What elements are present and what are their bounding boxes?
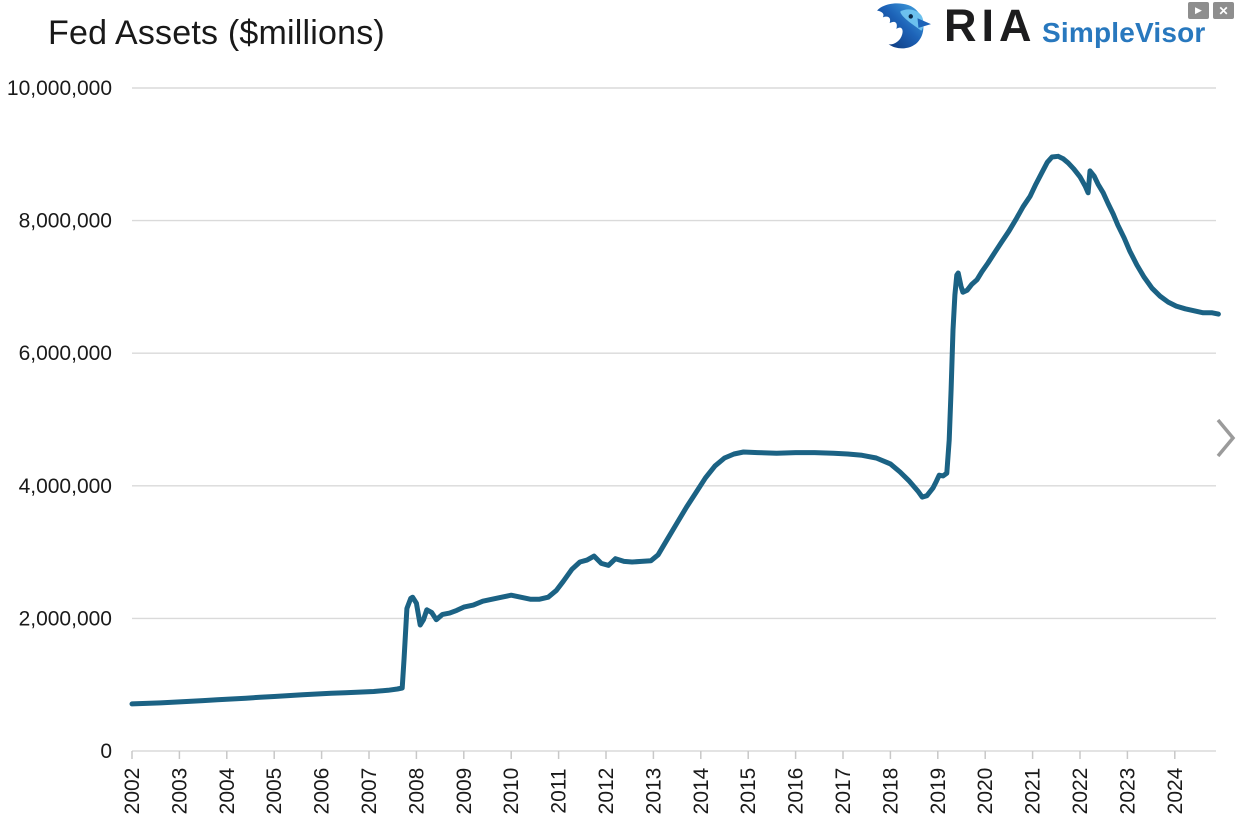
x-axis-label: 2022 [1069, 768, 1092, 815]
x-axis-label: 2020 [974, 768, 997, 815]
ria-eagle-icon [877, 3, 931, 49]
close-button[interactable]: ✕ [1213, 2, 1234, 19]
play-icon: ▶ [1195, 5, 1202, 15]
x-axis-label: 2004 [216, 767, 239, 814]
logo-brand-text: RIA [944, 0, 1037, 51]
next-arrow-button[interactable] [1213, 414, 1238, 462]
x-axis-label: 2008 [405, 768, 428, 815]
x-axis-label: 2010 [500, 768, 523, 815]
y-axis-label: 8,000,000 [19, 210, 112, 233]
chevron-right-icon [1216, 418, 1236, 458]
x-axis-label: 2024 [1164, 767, 1187, 814]
x-axis-label: 2006 [311, 768, 334, 815]
x-axis-label: 2016 [785, 768, 808, 815]
close-icon: ✕ [1218, 3, 1229, 18]
x-axis-label: 2015 [737, 768, 760, 815]
x-axis-label: 2014 [690, 767, 713, 814]
x-axis-label: 2012 [595, 768, 618, 815]
x-axis-label: 2002 [121, 768, 144, 815]
y-axis-label: 10,000,000 [7, 77, 112, 100]
x-axis-label: 2007 [358, 768, 381, 815]
y-axis-label: 4,000,000 [19, 475, 112, 498]
y-axis-label: 6,000,000 [19, 342, 112, 365]
fed-assets-line [129, 153, 1221, 707]
x-axis-label: 2009 [453, 768, 476, 815]
x-axis-label: 2013 [642, 768, 665, 815]
logo-product-text: SimpleVisor [1042, 17, 1206, 48]
x-axis-label: 2018 [879, 768, 902, 815]
x-axis-label: 2023 [1116, 768, 1139, 815]
play-button[interactable]: ▶ [1188, 2, 1209, 19]
y-axis-label: 2,000,000 [19, 607, 112, 630]
x-axis-label: 2005 [263, 768, 286, 815]
chart-title: Fed Assets ($millions) [48, 14, 385, 52]
x-axis-label: 2021 [1022, 768, 1045, 815]
x-axis-label: 2003 [168, 768, 191, 815]
x-axis-label: 2011 [548, 768, 571, 813]
y-axis-label: 0 [100, 740, 112, 763]
x-axis-label: 2017 [832, 768, 855, 815]
x-axis-label: 2019 [927, 768, 950, 815]
